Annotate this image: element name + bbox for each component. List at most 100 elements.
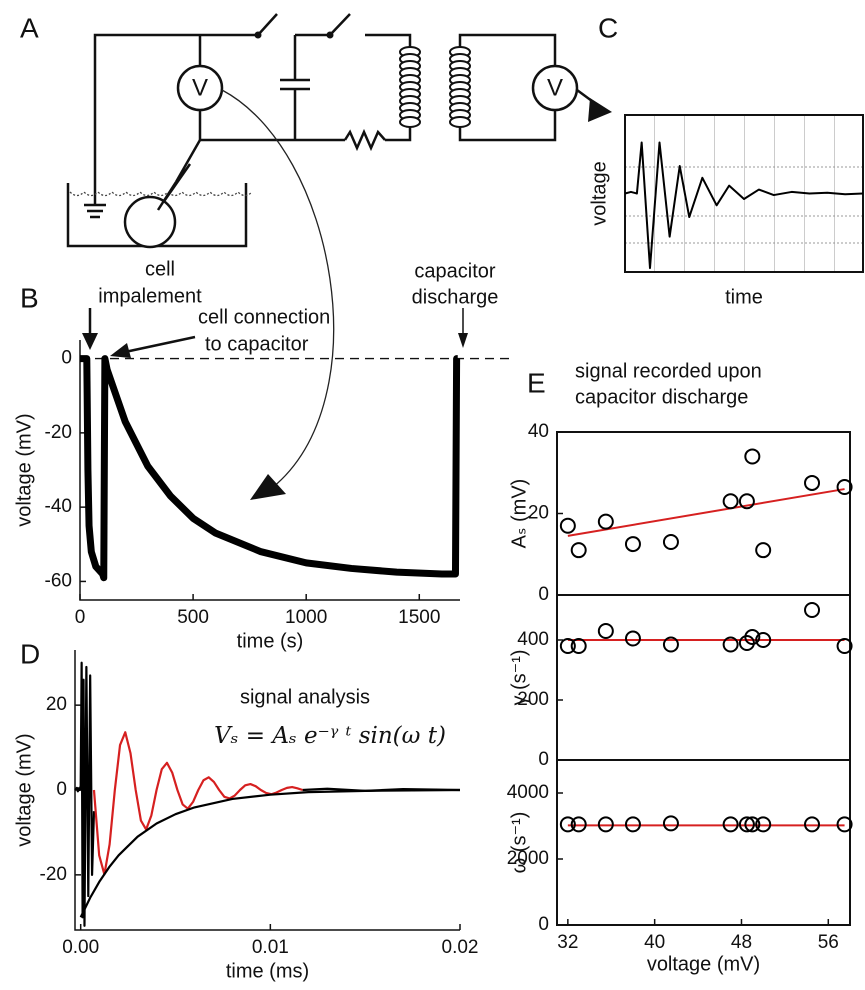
annotation: cell [145,258,175,280]
panel-label: A [20,12,39,43]
coils [399,46,471,128]
voltmeter-symbol: V [192,74,208,101]
annotation: impalement [98,285,202,307]
coil-turn [449,116,471,128]
voltmeter-symbol: V [547,74,563,101]
scatter-point [559,638,576,654]
scatter-point [804,816,821,833]
switch-pivot [326,31,334,39]
annotation: discharge [412,286,499,308]
arrowhead [250,474,286,500]
arrowhead [458,333,468,348]
y-tick-label: 20 [46,694,67,715]
scatter-point [722,636,739,653]
scatter-point [624,630,641,647]
cell [123,195,177,249]
panel-label: B [20,282,39,313]
y-tick-label: -20 [40,864,67,885]
scatter-point [836,638,853,654]
water-surface [69,191,253,197]
scatter-point [738,816,755,833]
ground [84,203,106,219]
y-tick-label: 40 [528,421,549,442]
x-tick-label: 1000 [285,607,327,628]
x-axis-label: voltage (mV) [647,953,760,975]
x-tick-label: 0.01 [252,937,289,958]
scatter-point [722,816,739,833]
chart-title: signal recorded upon [575,360,762,382]
annotation: capacitor [414,260,495,282]
x-tick-label: 32 [557,932,578,953]
annotation: signal analysis [240,686,370,708]
scatter-point [559,816,576,833]
formula: Vₛ = Aₛ e⁻ᵞ ᵗ sin(ω t) [214,723,446,749]
scatter-point [744,816,761,833]
scatter-point [662,815,679,832]
y-tick-label: -60 [45,570,72,591]
plot-frame [556,594,851,761]
y-tick-label: 4000 [507,782,549,803]
scatter-point [570,816,587,833]
secondary-loop [458,33,557,142]
axis-line [79,340,460,601]
x-axis-label: time [725,286,763,308]
y-tick-label: 0 [538,749,549,770]
scatter-point [744,629,761,645]
line-series [80,355,461,582]
scatter-point [570,638,587,654]
x-tick-label: 1500 [398,607,440,628]
x-tick-label: 40 [644,932,665,953]
scatter-point [624,816,641,833]
x-axis-label: time (s) [237,630,304,652]
scatter-point [597,623,614,639]
annotation-arrows [82,308,468,358]
switch-pivot [254,31,262,39]
scatter-point [662,636,679,653]
y-axis-label: Aₛ (mV) [508,479,530,549]
y-tick-label: 0 [538,914,549,935]
line-series [624,141,864,270]
scatter-point [804,602,821,618]
y-tick-label: 20 [528,503,549,524]
y-tick-label: -40 [45,496,72,517]
y-tick-label: 0 [56,779,67,800]
x-axis-label: time (ms) [226,960,309,982]
x-tick-label: 500 [177,607,209,628]
chart-title: capacitor discharge [575,386,748,408]
y-tick-label: 0 [538,584,549,605]
arrowhead [110,343,131,358]
y-tick-label: -20 [45,422,72,443]
panel-label: C [598,12,618,43]
wire [93,13,412,205]
y-axis-label: voltage (mV) [13,733,35,846]
y-tick-label: 2000 [507,848,549,869]
circuit-diagram: V V [66,13,612,500]
line-series [79,788,461,918]
scatter-point [836,816,853,833]
scatter-point [804,474,821,491]
x-tick-label: 0.02 [442,937,479,958]
arrowhead [588,98,612,122]
y-tick-label: 400 [517,629,549,650]
scatter-point [755,542,772,559]
y-axis-label: voltage (mV) [13,413,35,526]
y-axis-label: voltage [588,161,610,226]
x-tick-label: 0 [75,607,86,628]
panel-label: E [527,367,546,398]
scatter-point [597,513,614,530]
arrow [124,335,196,354]
line-series [92,731,303,876]
capacitor [280,78,310,91]
y-tick-label: 200 [517,689,549,710]
fit-line [567,488,845,537]
curved-arrow [221,89,335,489]
scatter-point [570,542,587,559]
scatter-point [722,493,739,510]
scatter-point [624,536,641,553]
y-tick-label: 0 [61,348,72,369]
annotation: cell connection [198,306,330,328]
x-tick-label: 56 [818,932,839,953]
x-tick-label: 48 [731,932,752,953]
